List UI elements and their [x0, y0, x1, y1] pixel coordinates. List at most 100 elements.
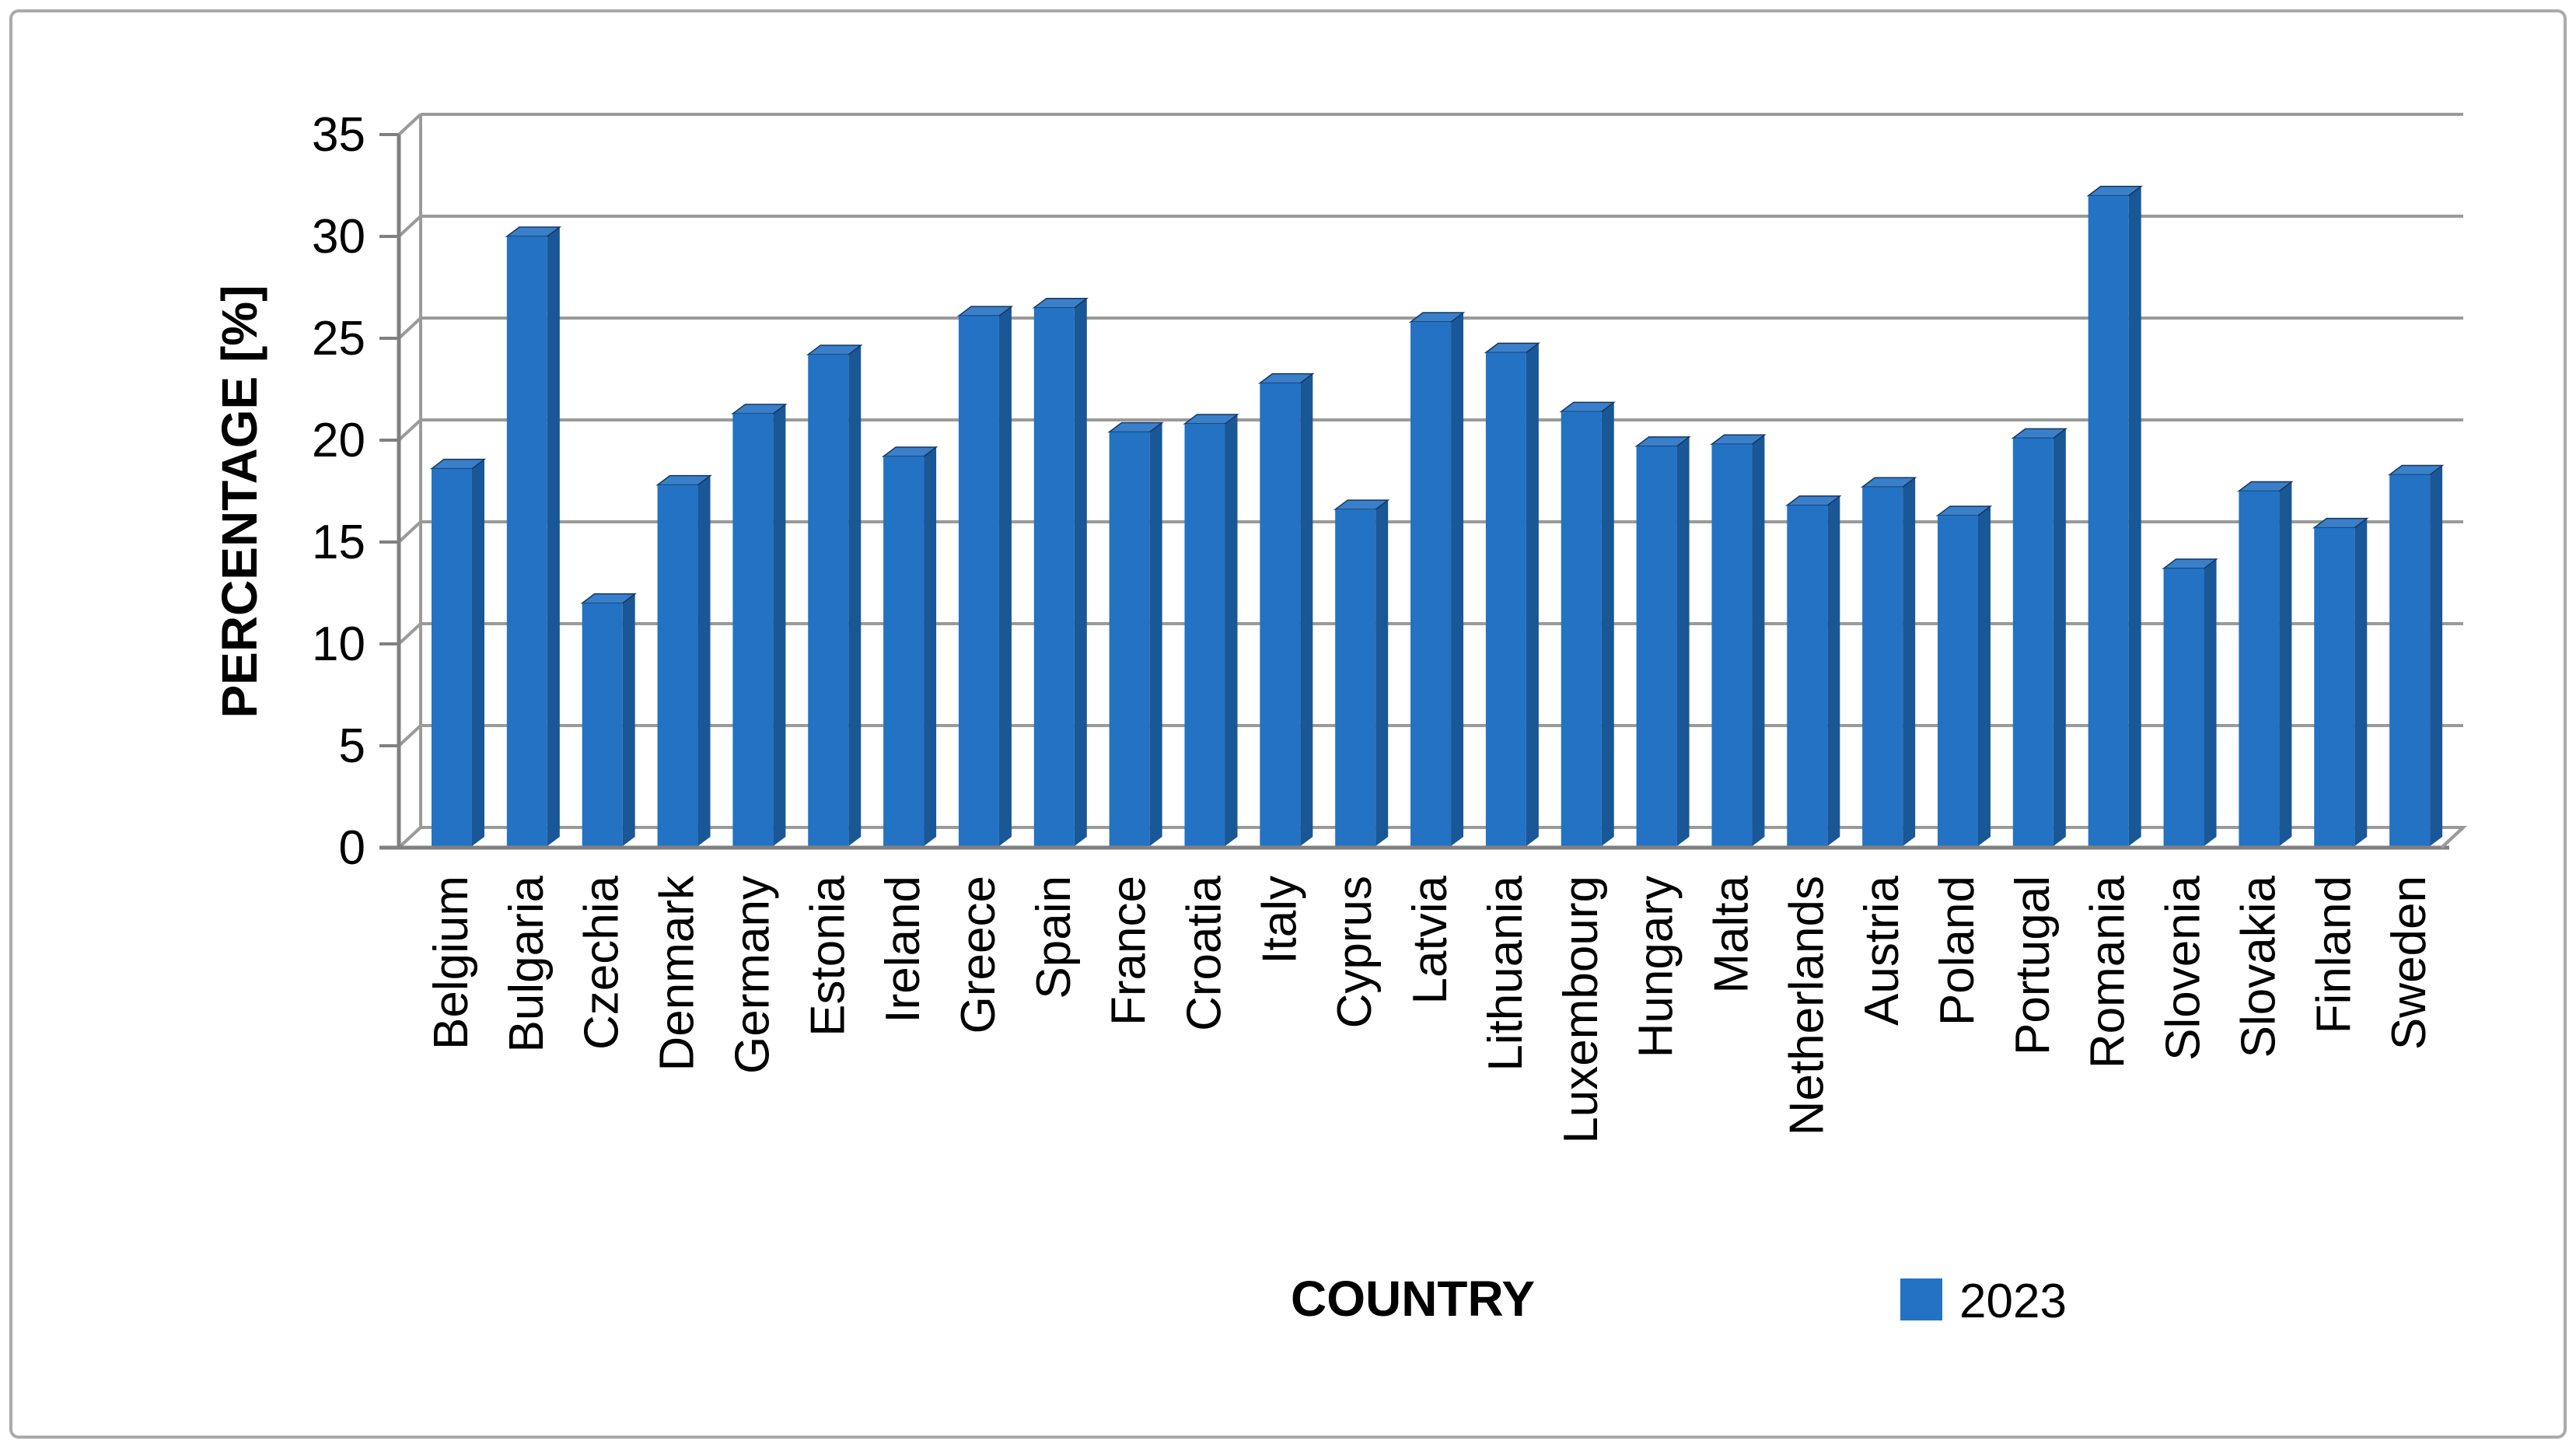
bar-estonia	[806, 345, 863, 847]
bar-side-face	[848, 345, 862, 847]
gridline-corner-20	[397, 418, 422, 442]
x-tick-label-slovakia: Slovakia	[2232, 875, 2285, 1058]
y-tick-label-20: 20	[312, 414, 365, 467]
x-tick-label-bulgaria: Bulgaria	[500, 875, 554, 1052]
bar-front-face	[2163, 568, 2204, 846]
bars-group	[429, 185, 2445, 847]
x-tick-label-spain: Spain	[1027, 876, 1081, 999]
bar-malta	[1710, 434, 1767, 846]
bar-front-face	[432, 468, 472, 846]
bar-side-face	[1601, 402, 1614, 846]
bar-sweden	[2387, 464, 2445, 846]
bar-side-face	[1526, 343, 1539, 847]
x-tick-label-croatia: Croatia	[1178, 875, 1232, 1030]
bar-croatia	[1183, 414, 1239, 846]
x-tick-label-ireland: Ireland	[876, 876, 930, 1023]
x-tick-label-sweden: Sweden	[2382, 876, 2436, 1050]
x-tick-label-finland: Finland	[2307, 876, 2361, 1034]
bar-side-face	[2053, 428, 2066, 846]
bar-front-face	[1335, 509, 1376, 846]
bar-side-face	[1300, 373, 1313, 846]
bar-side-face	[1451, 313, 1464, 846]
bar-front-face	[1711, 444, 1753, 846]
bar-cyprus	[1333, 499, 1390, 846]
x-tick-label-belgium: Belgium	[425, 876, 478, 1050]
bar-front-face	[1033, 307, 1075, 846]
x-tick-label-netherlands: Netherlands	[1780, 876, 1833, 1135]
x-tick-label-luxembourg: Luxembourg	[1554, 876, 1608, 1144]
bar-romania	[2086, 185, 2143, 847]
bar-luxembourg	[1559, 401, 1616, 846]
bar-czechia	[580, 593, 637, 846]
bar-side-face	[1752, 435, 1765, 846]
bar-netherlands	[1785, 495, 1842, 846]
bar-bulgaria	[505, 226, 562, 846]
bar-front-face	[2012, 438, 2053, 846]
y-tick-labels-group: 0 5 10 15 20 25 30 35	[312, 108, 365, 875]
bar-side-face	[773, 404, 786, 846]
y-axis-title: PERCENTAGE [%]	[211, 285, 267, 718]
bar-side-face	[1375, 500, 1389, 846]
bar-front-face	[883, 456, 924, 846]
bar-side-face	[2204, 559, 2217, 846]
bar-front-face	[582, 603, 623, 846]
bar-front-face	[1410, 322, 1452, 846]
bar-front-face	[657, 484, 698, 846]
x-tick-label-greece: Greece	[952, 876, 1005, 1034]
legend-label: 2023	[1959, 1275, 2067, 1328]
y-tick-label-10: 10	[312, 617, 365, 671]
bar-side-face	[2128, 186, 2141, 847]
bar-side-face	[1074, 298, 1087, 846]
bar-side-face	[2430, 465, 2443, 846]
x-tick-label-portugal: Portugal	[2006, 876, 2060, 1055]
bar-front-face	[1561, 411, 1602, 846]
axis-lines-group	[379, 133, 2465, 850]
bar-latvia	[1408, 312, 1466, 846]
bar-front-face	[1636, 446, 1677, 846]
x-tick-label-denmark: Denmark	[651, 875, 704, 1072]
gridline-corner-30	[397, 215, 422, 238]
bar-front-face	[1938, 515, 1978, 846]
x-tick-label-hungary: Hungary	[1630, 876, 1683, 1058]
y-tick-label-0: 0	[339, 821, 365, 875]
y-tick-label-15: 15	[312, 516, 365, 569]
x-tick-label-malta: Malta	[1704, 875, 1758, 993]
x-tick-label-czechia: Czechia	[575, 875, 629, 1050]
x-tick-label-cyprus: Cyprus	[1328, 876, 1382, 1028]
bar-slovenia	[2162, 558, 2218, 846]
bar-front-face	[2088, 195, 2129, 847]
x-tick-label-slovenia: Slovenia	[2157, 875, 2211, 1060]
floor-right-corner	[2440, 826, 2465, 849]
gridline-corner-5	[397, 724, 422, 747]
bar-greece	[956, 306, 1014, 846]
bar-front-face	[1109, 432, 1150, 846]
bar-front-face	[1862, 487, 1903, 846]
x-tick-label-estonia: Estonia	[801, 875, 855, 1036]
x-tick-label-austria: Austria	[1855, 875, 1909, 1025]
bar-belgium	[429, 458, 487, 846]
bar-finland	[2312, 517, 2369, 846]
bar-front-face	[1485, 352, 1526, 847]
bar-spain	[1032, 297, 1089, 846]
y-tick-label-5: 5	[339, 719, 365, 773]
bar-side-face	[547, 227, 560, 846]
bar-side-face	[697, 475, 711, 846]
gridline-corner-10	[397, 622, 422, 645]
bar-side-face	[622, 593, 635, 846]
bar-slovakia	[2237, 481, 2294, 846]
bar-poland	[1935, 505, 1993, 846]
bar-front-face	[506, 236, 547, 846]
bar-side-face	[2354, 518, 2368, 846]
bar-front-face	[2239, 491, 2280, 846]
bar-side-face	[1149, 422, 1162, 846]
bar-side-face	[1225, 414, 1238, 846]
bar-front-face	[1260, 383, 1301, 846]
gridline-corner-25	[397, 317, 422, 340]
bar-front-face	[2389, 474, 2431, 846]
bar-side-face	[1827, 495, 1840, 846]
x-tick-labels-group: Belgium Bulgaria Czechia Denmark Germany Esto…	[425, 875, 2436, 1144]
bar-side-face	[472, 459, 484, 846]
bar-front-face	[732, 413, 774, 846]
